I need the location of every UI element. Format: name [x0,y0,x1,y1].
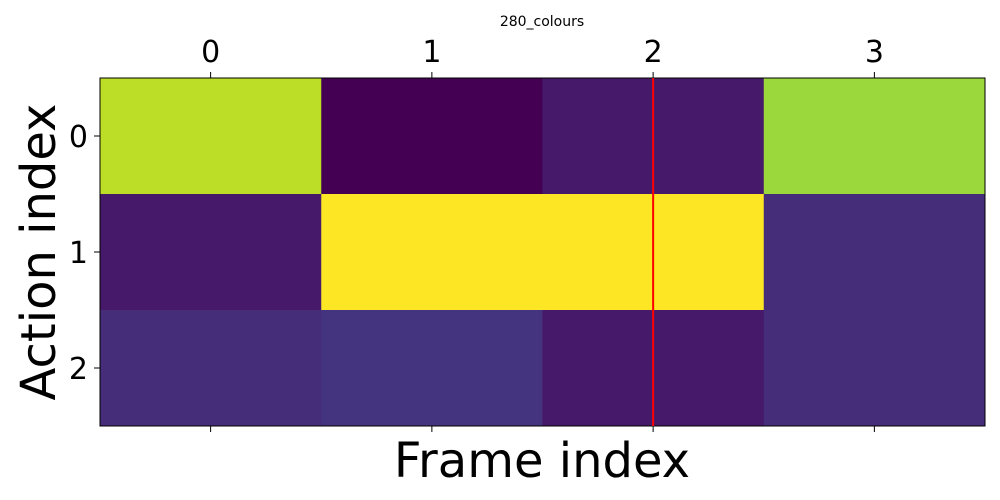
x-tick-label: 0 [201,35,220,70]
chart-title: 280_colours [500,14,584,30]
x-tick-label: 1 [422,35,441,70]
x-tick-label: 2 [644,35,663,70]
heatmap-cell-r2-c3 [763,310,986,427]
heatmap-cell-r2-c0 [100,310,322,427]
heatmap-cell-r1-c0 [100,194,322,311]
heatmap-cell-r1-c3 [763,194,986,311]
y-axis-ticks: 0 1 2 [69,120,100,387]
heatmap-cell-r0-c1 [321,78,543,195]
heatmap-cell-r1-c1 [321,194,543,311]
heatmap-cell-r0-c0 [100,78,322,195]
y-tick-label: 0 [69,120,88,155]
heatmap-cells [100,78,986,427]
y-axis-label: Action index [11,104,67,401]
x-axis-label: Frame index [394,433,690,489]
y-tick-label: 2 [69,352,88,387]
x-tick-label: 3 [865,35,884,70]
x-axis-ticks: 0 1 2 3 [201,35,884,432]
heatmap-cell-r2-c1 [321,310,543,427]
heatmap-cell-r0-c3 [763,78,986,195]
y-tick-label: 1 [69,236,88,271]
